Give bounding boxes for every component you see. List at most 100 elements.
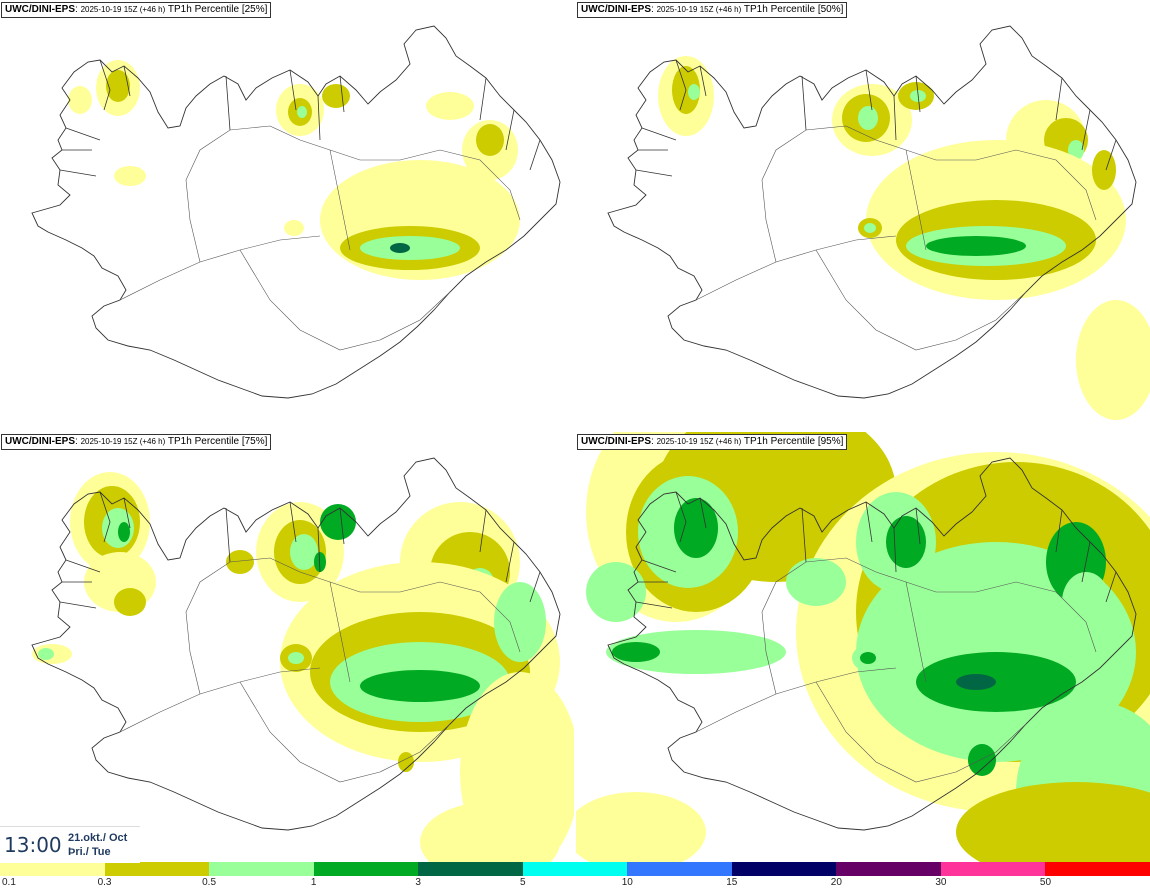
fjord-line bbox=[641, 559, 677, 573]
precip-area bbox=[114, 588, 146, 616]
fjord-line bbox=[1081, 109, 1091, 151]
fjord-line bbox=[505, 109, 515, 151]
fjord-line bbox=[893, 95, 897, 141]
fjord-line bbox=[289, 501, 297, 543]
fjord-line bbox=[1105, 571, 1117, 603]
fjord-line bbox=[529, 571, 541, 603]
legend-label: 10 bbox=[621, 877, 633, 888]
fjord-line bbox=[675, 59, 687, 111]
legend-swatch bbox=[940, 862, 1046, 876]
fjord-line bbox=[317, 95, 321, 141]
precip-area bbox=[956, 782, 1150, 862]
legend-label: 30 bbox=[935, 877, 947, 888]
precip-area bbox=[674, 498, 718, 558]
precip-area bbox=[886, 516, 926, 568]
road-network bbox=[695, 125, 1097, 351]
precip-area bbox=[476, 124, 504, 156]
fjord-line bbox=[225, 75, 231, 131]
precip-area bbox=[118, 522, 130, 542]
panel-field: TP1h Percentile [50%] bbox=[743, 4, 844, 15]
panel-title: UWC/DINI-EPS: 2025-10-19 15Z (+46 h) TP1… bbox=[1, 2, 272, 18]
legend-label: 20 bbox=[830, 877, 842, 888]
fjord-line bbox=[317, 527, 321, 573]
fjord-line bbox=[915, 75, 921, 113]
precip-area bbox=[586, 562, 646, 622]
fjord-line bbox=[1055, 509, 1063, 553]
legend-swatch bbox=[0, 862, 105, 876]
valid-date: 21.okt./ Oct Þri./ Tue bbox=[62, 831, 127, 859]
legend-swatch bbox=[836, 862, 941, 876]
precip-area bbox=[968, 744, 996, 776]
precip-area bbox=[1076, 300, 1150, 420]
fjord-line bbox=[699, 497, 707, 529]
fjord-line bbox=[59, 601, 97, 609]
precip-area bbox=[426, 92, 474, 120]
legend-label: 15 bbox=[726, 877, 738, 888]
precip-area bbox=[612, 642, 660, 662]
road-network bbox=[119, 557, 521, 783]
valid-time-box: 13:00 21.okt./ Oct Þri./ Tue bbox=[0, 826, 140, 863]
fjord-line bbox=[65, 127, 101, 141]
fjord-line bbox=[59, 169, 97, 177]
precip-area bbox=[606, 630, 786, 674]
precip-area bbox=[390, 243, 410, 253]
precip-area bbox=[956, 674, 996, 690]
precip-area bbox=[576, 792, 706, 862]
panel-run: 2025-10-19 15Z (+46 h) bbox=[656, 5, 742, 14]
fjord-line bbox=[505, 541, 515, 583]
fjord-line bbox=[339, 75, 345, 113]
fjord-line bbox=[635, 169, 673, 177]
precip-area bbox=[288, 652, 304, 664]
fjord-line bbox=[529, 139, 541, 171]
fjord-line bbox=[339, 507, 345, 545]
panel-title: UWC/DINI-EPS: 2025-10-19 15Z (+46 h) TP1… bbox=[577, 2, 848, 18]
precip-area bbox=[290, 534, 318, 570]
panel-field: TP1h Percentile [25%] bbox=[167, 4, 268, 15]
fjord-line bbox=[635, 601, 673, 609]
precip-area bbox=[314, 552, 326, 572]
precip-area bbox=[494, 582, 546, 662]
precip-area bbox=[106, 70, 130, 102]
panel-model: UWC/DINI-EPS bbox=[581, 4, 651, 15]
panel-model: UWC/DINI-EPS bbox=[5, 4, 75, 15]
precip-area bbox=[297, 106, 307, 118]
fjord-line bbox=[99, 59, 111, 111]
legend-label: 1 bbox=[310, 877, 317, 888]
legend-swatch bbox=[313, 862, 419, 876]
color-legend: 0.1 0.3 0.5 1 3 5 10 15 20 30 50 bbox=[0, 862, 1150, 891]
fjord-line bbox=[479, 509, 487, 553]
precip-area bbox=[860, 652, 876, 664]
fjord-line bbox=[915, 507, 921, 545]
precip-area bbox=[360, 670, 480, 702]
legend-label: 50 bbox=[1039, 877, 1052, 888]
legend-label: 0.3 bbox=[97, 877, 112, 888]
coastline bbox=[31, 25, 561, 399]
precip-area bbox=[226, 550, 254, 574]
precip-area bbox=[1062, 572, 1110, 632]
precip-area bbox=[38, 648, 54, 660]
legend-label: 5 bbox=[519, 877, 526, 888]
precip-area bbox=[786, 558, 846, 606]
precip-map bbox=[31, 25, 561, 399]
map-panel-25: UWC/DINI-EPS: 2025-10-19 15Z (+46 h) TP1… bbox=[0, 0, 574, 430]
precip-area bbox=[420, 802, 560, 862]
panel-field: TP1h Percentile [75%] bbox=[167, 436, 268, 447]
fjord-line bbox=[225, 507, 231, 563]
fjord-line bbox=[865, 501, 873, 543]
fjord-line bbox=[675, 491, 687, 543]
legend-swatch bbox=[1045, 862, 1150, 876]
precip-area bbox=[688, 84, 700, 100]
map-panel-50: UWC/DINI-EPS: 2025-10-19 15Z (+46 h) TP1… bbox=[576, 0, 1150, 430]
fjord-line bbox=[289, 69, 297, 111]
precip-map bbox=[31, 457, 574, 862]
fjord-line bbox=[893, 527, 897, 573]
fjord-line bbox=[123, 65, 131, 97]
fjord-line bbox=[1055, 77, 1063, 121]
legend-swatch bbox=[522, 862, 628, 876]
precip-area bbox=[1068, 140, 1084, 160]
coastline bbox=[607, 457, 1137, 831]
legend-swatch bbox=[731, 862, 837, 876]
valid-time: 13:00 bbox=[4, 833, 62, 857]
legend-swatch bbox=[209, 862, 314, 876]
map-panel-95: UWC/DINI-EPS: 2025-10-19 15Z (+46 h) TP1… bbox=[576, 432, 1150, 862]
